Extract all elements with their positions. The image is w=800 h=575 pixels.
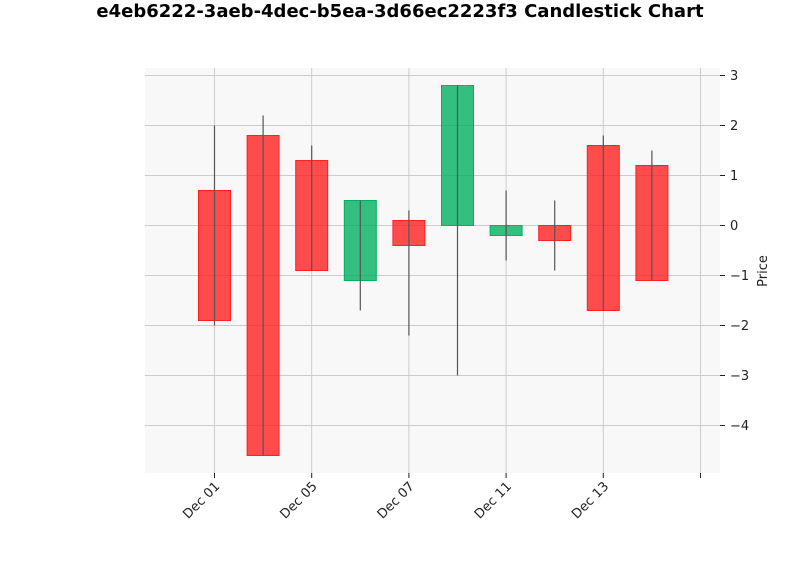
x-tick-label: Dec 05 <box>278 479 321 522</box>
y-tick-label: 3 <box>730 69 738 84</box>
candle <box>198 125 231 326</box>
candle <box>343 200 377 311</box>
candle <box>489 190 523 261</box>
chart-title: e4eb6222-3aeb-4dec-b5ea-3d66ec2223f3 Can… <box>96 1 704 22</box>
candle <box>635 150 669 281</box>
x-tick-label: Dec 11 <box>472 479 515 522</box>
y-tick-label: 0 <box>730 219 738 234</box>
candle <box>295 145 329 271</box>
y-tick-label: −4 <box>730 419 749 434</box>
x-tick-label: Dec 01 <box>180 479 223 522</box>
y-tick-label: −2 <box>730 319 749 334</box>
y-tick-label: 2 <box>730 119 738 134</box>
x-tick-label: Dec 13 <box>569 479 612 522</box>
candle <box>586 135 620 311</box>
plot-area <box>145 68 720 473</box>
x-tick-label: Dec 07 <box>375 479 418 522</box>
candle <box>441 85 474 376</box>
y-tick-label: 1 <box>730 169 738 184</box>
candle <box>246 115 280 456</box>
candle <box>392 210 426 336</box>
x-axis: Dec 01 Dec 05 Dec 07 Dec 11 Dec 13 <box>180 473 701 522</box>
y-axis: 3 2 1 0 −1 −2 −3 −4 <box>720 69 749 434</box>
y-axis-label: Price <box>756 255 771 287</box>
y-tick-label: −3 <box>730 369 749 384</box>
candle <box>538 200 572 271</box>
candles-group <box>198 85 669 456</box>
y-tick-label: −1 <box>730 269 749 284</box>
